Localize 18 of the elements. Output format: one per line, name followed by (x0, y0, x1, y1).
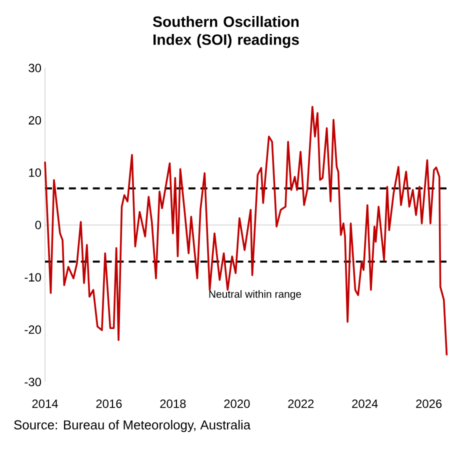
y-tick-label: -30 (24, 378, 42, 386)
source-note: Source: Bureau of Meteorology, Australia (14, 420, 251, 432)
x-tick-label: 2020 (224, 400, 250, 408)
y-tick-label: 30 (28, 64, 42, 72)
x-tick-label: 2022 (288, 400, 314, 408)
x-tick-label: 2016 (96, 400, 122, 408)
x-tick-label: 2026 (416, 400, 442, 408)
chart-title: Southern Oscillation Index (SOI) readings (152, 16, 299, 48)
y-tick-label: 10 (29, 168, 42, 177)
x-tick-label: 2018 (160, 400, 186, 408)
y-tick-label: -10 (24, 273, 42, 282)
x-tick-label: 2024 (352, 400, 378, 408)
line-series (44, 106, 448, 356)
x-tick-label: 2014 (32, 400, 58, 408)
y-tick-label: -20 (24, 325, 42, 334)
y-tick-label: 0 (35, 220, 42, 230)
annotation: Neutral within range (209, 290, 302, 300)
y-tick-label: 20 (28, 116, 42, 125)
